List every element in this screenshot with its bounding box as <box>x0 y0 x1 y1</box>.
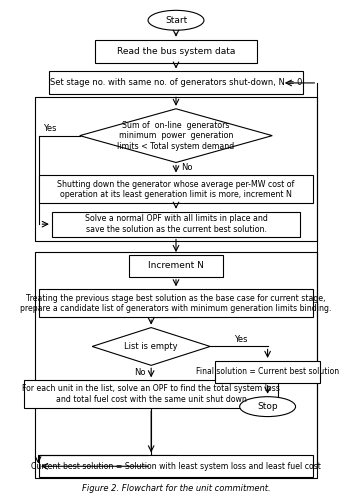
Text: Increment N: Increment N <box>148 262 204 270</box>
Text: Read the bus system data: Read the bus system data <box>117 46 235 56</box>
FancyBboxPatch shape <box>24 380 278 408</box>
FancyBboxPatch shape <box>95 40 257 62</box>
FancyBboxPatch shape <box>39 176 313 204</box>
FancyBboxPatch shape <box>130 255 222 277</box>
FancyBboxPatch shape <box>49 72 303 94</box>
Polygon shape <box>92 328 210 366</box>
Text: For each unit in the list, solve an OPF to find the total system loss
and total : For each unit in the list, solve an OPF … <box>22 384 280 404</box>
FancyBboxPatch shape <box>52 212 300 236</box>
FancyBboxPatch shape <box>39 456 313 477</box>
Ellipse shape <box>240 396 296 416</box>
Text: Set stage no. with same no. of generators shut-down, N = 0: Set stage no. with same no. of generator… <box>50 78 302 88</box>
Text: Solve a normal OPF with all limits in place and
save the solution as the current: Solve a normal OPF with all limits in pl… <box>84 214 268 234</box>
Text: Yes: Yes <box>44 124 57 132</box>
Text: List is empty: List is empty <box>124 342 178 351</box>
Text: Figure 2. Flowchart for the unit commitment.: Figure 2. Flowchart for the unit commitm… <box>82 484 270 492</box>
Text: Start: Start <box>165 16 187 25</box>
Text: Yes: Yes <box>234 335 248 344</box>
FancyBboxPatch shape <box>215 361 320 383</box>
Ellipse shape <box>148 10 204 30</box>
Text: Stop: Stop <box>257 402 278 411</box>
Text: Sum of  on-line  generators
minimum  power  generation
limits < Total system dem: Sum of on-line generators minimum power … <box>117 120 235 150</box>
Text: No: No <box>134 368 146 377</box>
Text: Shutting down the generator whose average per-MW cost of
operation at its least : Shutting down the generator whose averag… <box>57 180 295 199</box>
Text: Final solution = Current best solution: Final solution = Current best solution <box>196 368 339 376</box>
Polygon shape <box>80 109 272 162</box>
FancyBboxPatch shape <box>39 290 313 317</box>
Text: Treating the previous stage best solution as the base case for current stage,
pr: Treating the previous stage best solutio… <box>20 294 332 313</box>
Text: No: No <box>181 164 192 172</box>
Text: Current best solution = Solution with least system loss and least fuel cost: Current best solution = Solution with le… <box>31 462 321 471</box>
